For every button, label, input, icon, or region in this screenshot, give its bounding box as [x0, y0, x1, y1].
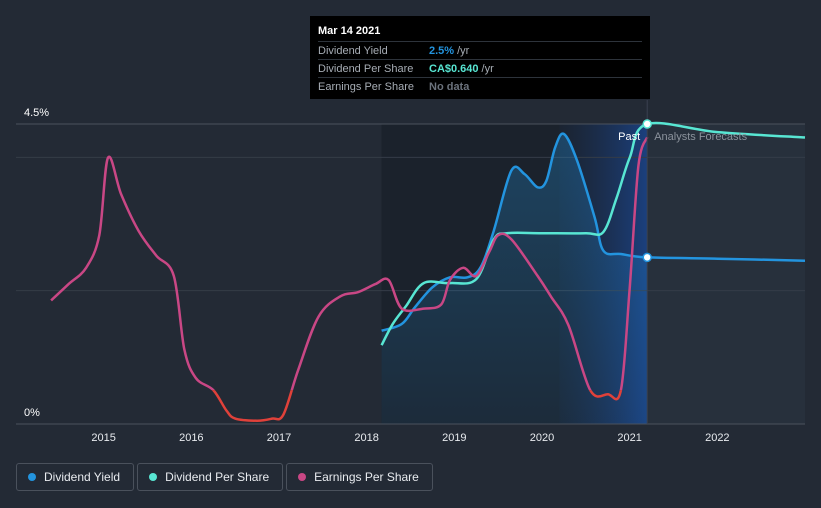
tooltip-row-label: Dividend Per Share	[318, 63, 429, 75]
legend-item-dividend-per-share[interactable]: Dividend Per Share	[137, 463, 283, 491]
legend-label: Earnings Per Share	[314, 470, 419, 484]
legend-dot-icon	[28, 473, 36, 481]
legend-label: Dividend Yield	[44, 470, 120, 484]
legend-dot-icon	[298, 473, 306, 481]
legend-dot-icon	[149, 473, 157, 481]
y-axis-min-label: 0%	[24, 407, 40, 419]
x-axis: 2015 2016 2017 2018 2019 2020 2021 2022	[16, 424, 805, 444]
x-tick-label: 2019	[442, 432, 466, 444]
legend-item-earnings-per-share[interactable]: Earnings Per Share	[286, 463, 433, 491]
tooltip-row-earnings-per-share: Earnings Per Share No data	[318, 77, 642, 95]
x-tick-label: 2017	[267, 432, 291, 444]
tooltip-row-dividend-per-share: Dividend Per Share CA$0.640 /yr	[318, 59, 642, 77]
tooltip-row-unit: /yr	[482, 63, 494, 75]
tooltip-row-unit: /yr	[457, 45, 469, 57]
past-label: Past	[618, 131, 640, 143]
dividend-per-share-marker	[643, 120, 651, 128]
x-tick-label: 2022	[705, 432, 729, 444]
x-tick-label: 2021	[617, 432, 641, 444]
tooltip-row-value: 2.5%	[429, 45, 454, 57]
tooltip-row-dividend-yield: Dividend Yield 2.5% /yr	[318, 41, 642, 59]
dividend-yield-marker	[643, 253, 651, 261]
forecast-region	[647, 124, 805, 424]
tooltip-row-value: No data	[429, 81, 469, 93]
x-tick-label: 2016	[179, 432, 203, 444]
tooltip-date: Mar 14 2021	[318, 25, 642, 37]
analysts-forecasts-label: Analysts Forecasts	[654, 131, 747, 143]
tooltip: Mar 14 2021 Dividend Yield 2.5% /yr Divi…	[310, 16, 650, 99]
legend: Dividend Yield Dividend Per Share Earnin…	[16, 463, 433, 491]
y-axis-max-label: 4.5%	[24, 107, 49, 119]
tooltip-row-label: Earnings Per Share	[318, 81, 429, 93]
x-tick-label: 2018	[354, 432, 378, 444]
tooltip-row-label: Dividend Yield	[318, 45, 429, 57]
legend-label: Dividend Per Share	[165, 470, 269, 484]
x-tick-label: 2015	[91, 432, 115, 444]
legend-item-dividend-yield[interactable]: Dividend Yield	[16, 463, 134, 491]
tooltip-row-value: CA$0.640	[429, 63, 479, 75]
x-tick-label: 2020	[530, 432, 554, 444]
